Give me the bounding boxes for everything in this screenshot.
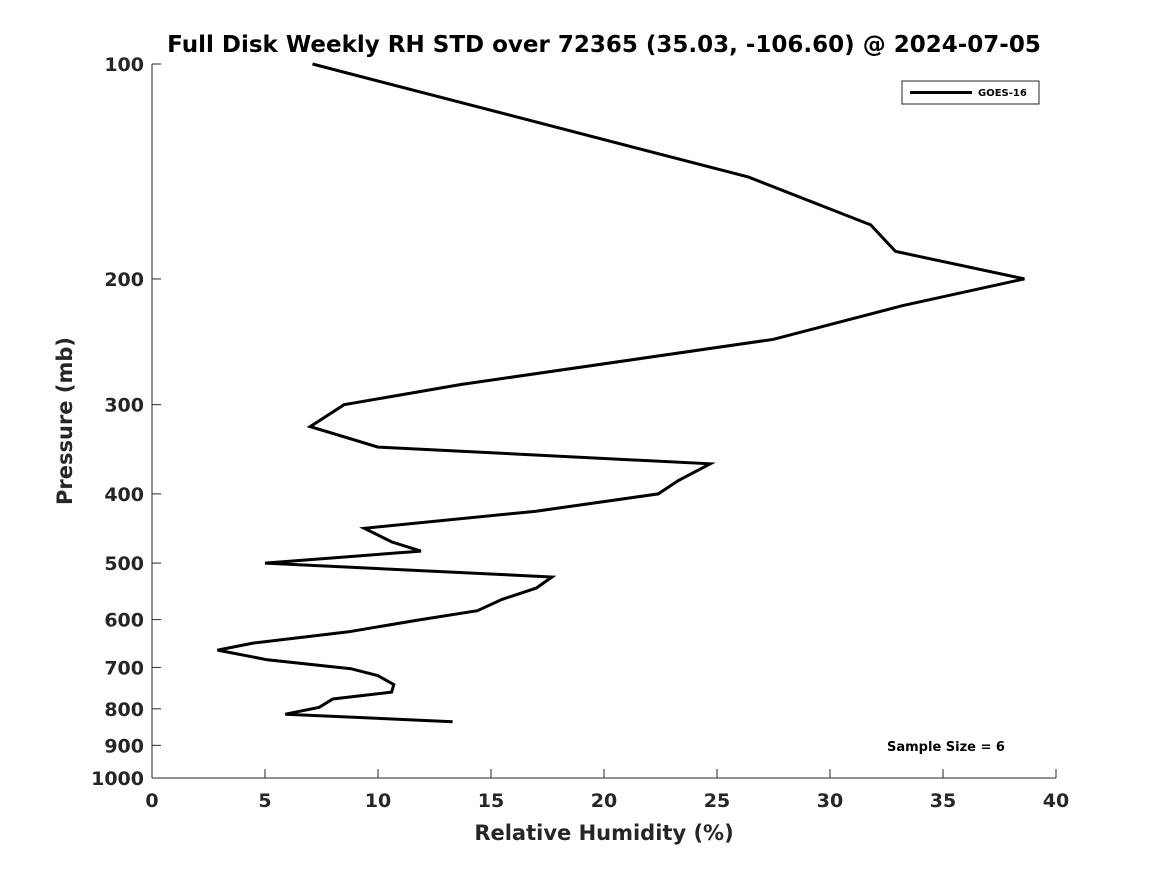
chart-title: Full Disk Weekly RH STD over 72365 (35.0… — [167, 32, 1041, 58]
y-tick-label: 300 — [104, 395, 144, 417]
series-line-goes-16 — [217, 62, 1025, 724]
x-tick-label: 25 — [704, 790, 730, 812]
y-tick-label: 200 — [104, 269, 144, 291]
legend: GOES-16 — [901, 80, 1040, 105]
legend-entry-goes-16: GOES-16 — [978, 88, 1027, 99]
sample-size-annotation: Sample Size = 6 — [887, 740, 1005, 755]
x-tick-label: 40 — [1043, 790, 1069, 812]
y-tick-label: 1000 — [91, 768, 144, 790]
series-group — [217, 62, 1025, 724]
x-tick-label: 10 — [365, 790, 391, 812]
x-axis-label: Relative Humidity (%) — [474, 821, 733, 845]
y-tick-label: 400 — [104, 484, 144, 506]
y-axis-label: Pressure (mb) — [53, 337, 77, 505]
x-tick-label: 35 — [930, 790, 956, 812]
y-tick-label: 600 — [104, 610, 144, 632]
y-tick-label: 500 — [104, 553, 144, 575]
x-tick-label: 15 — [478, 790, 504, 812]
y-tick-label: 100 — [104, 54, 144, 76]
x-tick-label: 30 — [817, 790, 843, 812]
x-tick-label: 0 — [145, 790, 158, 812]
y-tick-label: 900 — [104, 735, 144, 757]
x-tick-label: 5 — [258, 790, 271, 812]
y-tick-label: 800 — [104, 699, 144, 721]
x-axis-ticks: 0 5 10 15 20 25 30 35 40 — [145, 769, 1069, 812]
y-axis-ticks: 100 200 300 400 500 600 700 800 900 1000 — [91, 54, 161, 790]
y-tick-label: 700 — [104, 657, 144, 679]
x-tick-label: 20 — [591, 790, 617, 812]
